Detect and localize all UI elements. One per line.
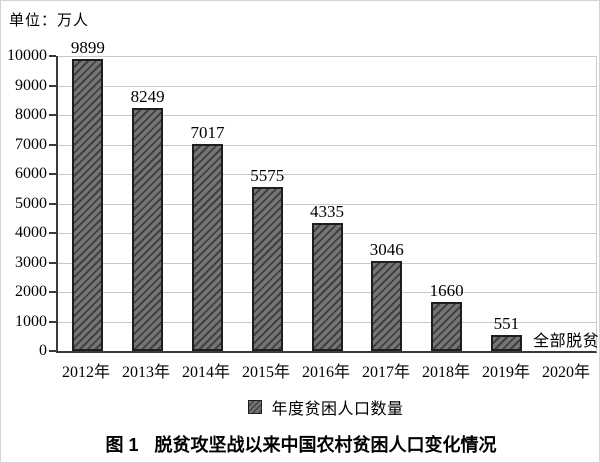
y-axis-tick-label: 9000 <box>15 76 47 94</box>
bar <box>490 334 522 351</box>
y-axis-tick-label: 6000 <box>15 165 47 182</box>
bar <box>132 107 164 351</box>
x-axis-label: 2014年 <box>181 364 230 381</box>
caption-title: 脱贫攻坚战以来中国农村贫困人口变化情况 <box>154 435 497 455</box>
x-axis-label: 2016年 <box>301 364 350 381</box>
x-axis-label: 2017年 <box>361 364 410 381</box>
y-axis-tick-label: 5000 <box>15 194 47 212</box>
x-axis-label: 2018年 <box>421 364 470 381</box>
y-axis-tick-label: 0 <box>39 342 47 359</box>
bar-column: 3046 <box>357 56 417 351</box>
bar-column: 1660 <box>417 56 477 351</box>
bar <box>72 58 104 351</box>
y-axis-tick <box>49 320 56 323</box>
bar-value-label: 9899 <box>70 37 105 57</box>
legend-hatch-swatch-icon <box>248 400 263 414</box>
annotation-label: 全部脱贫 <box>533 333 600 350</box>
bar-series: 9899 8249 7017 5575 4335 3046 1660 551 全部脱贫 <box>58 39 600 351</box>
y-axis-tick-label: 2000 <box>15 283 47 300</box>
y-axis-tick <box>49 350 56 352</box>
legend: 年度贫困人口数量 <box>56 395 596 419</box>
bar-column: 551 <box>476 56 536 351</box>
bar-column: 5575 <box>237 56 297 351</box>
bar-value-label: 5575 <box>250 165 285 185</box>
gridline <box>58 203 596 205</box>
y-axis-tick-labels: 0 1000 2000 3000 4000 5000 6000 7000 8000 9000 100… <box>1 48 49 359</box>
bar-column: 4335 <box>297 56 357 351</box>
bar <box>251 186 283 351</box>
y-axis-tick <box>49 55 56 57</box>
x-axis-label: 2013年 <box>121 364 170 381</box>
figure-caption: 图 1 脱贫攻坚战以来中国农村贫困人口变化情况 <box>1 431 599 457</box>
x-axis-labels: 2012年 2013年 2014年 2015年 2016年 2017年 2018年 2019年… <box>56 358 596 382</box>
x-axis-label: 2019年 <box>481 364 530 381</box>
x-axis-label: 2020年 <box>541 364 590 381</box>
bar <box>371 261 403 351</box>
bar-column: 全部脱贫 <box>533 56 600 351</box>
gridline <box>58 56 596 57</box>
legend-label: 年度贫困人口数量 <box>271 401 404 418</box>
bar-column: 9899 <box>58 39 118 351</box>
y-axis-tick-label: 7000 <box>15 135 47 153</box>
bar-value-label: 3046 <box>369 240 404 260</box>
bar <box>191 144 223 351</box>
y-axis-tick <box>49 114 56 116</box>
bar-value-label: 7017 <box>190 123 225 142</box>
bar-value-label: 551 <box>493 313 520 333</box>
bar <box>431 302 463 351</box>
gridline <box>58 174 596 175</box>
y-axis-tick <box>49 291 56 293</box>
y-axis-tick <box>49 202 56 205</box>
y-axis-tick <box>49 261 56 264</box>
y-axis-tick-label: 3000 <box>15 253 47 271</box>
y-axis-tick <box>49 173 56 175</box>
gridline <box>58 115 596 116</box>
bar-value-label: 4335 <box>310 202 345 222</box>
gridline <box>58 144 596 146</box>
bar <box>311 223 343 351</box>
caption-number: 图 1 <box>105 435 139 455</box>
x-axis-label: 2015年 <box>241 364 290 381</box>
unit-label: 单位：万人 <box>9 13 90 29</box>
y-axis-tick <box>49 84 56 87</box>
x-axis-label: 2012年 <box>61 364 110 381</box>
y-axis-tick <box>49 232 56 234</box>
bar-value-label: 1660 <box>429 281 464 301</box>
gridline <box>58 85 596 87</box>
y-axis-tick-label: 1000 <box>15 312 47 330</box>
bar-column: 8249 <box>118 56 178 351</box>
bar-value-label: 8249 <box>130 86 165 106</box>
y-axis-tick-label: 4000 <box>15 224 47 241</box>
y-axis-tick <box>49 143 56 146</box>
plot-area: 9899 8249 7017 5575 4335 3046 1660 551 全部脱贫 <box>49 39 600 353</box>
bar-column: 7017 <box>178 56 238 351</box>
y-axis-tick-label: 10000 <box>7 47 47 64</box>
y-axis-tick-label: 8000 <box>15 106 47 123</box>
